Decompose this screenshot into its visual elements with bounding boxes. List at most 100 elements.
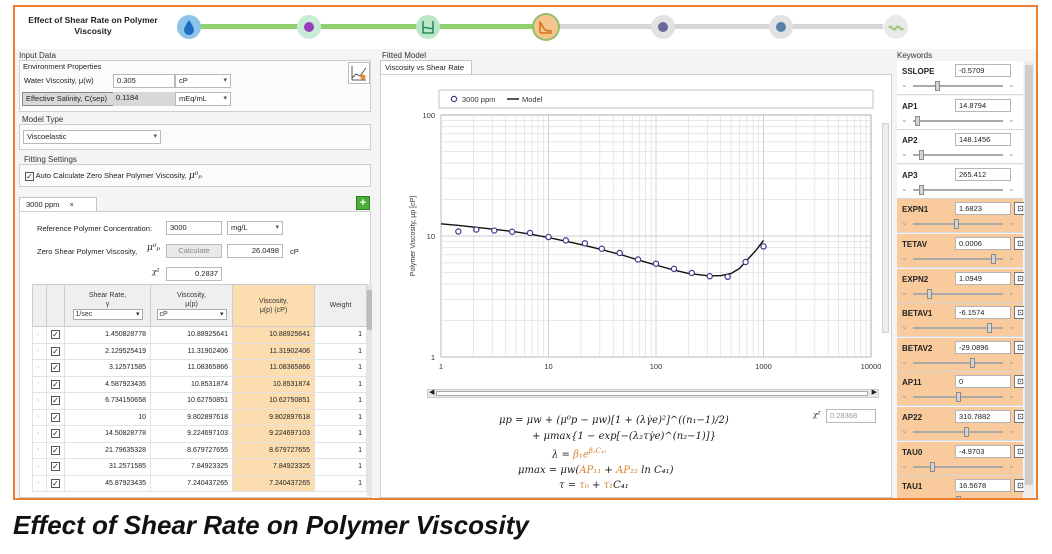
workflow-step-1[interactable] [177,15,201,39]
table-row[interactable]: › ✓ 10 9.802897618 9.802897618 1 [32,408,367,426]
equation-3-beta2[interactable]: β₂C₄₁ [588,447,607,455]
weight-cell[interactable]: 1 [314,359,367,377]
workflow-step-3[interactable] [416,15,440,39]
keyword-slider-thumb[interactable] [914,115,920,126]
row-selector[interactable]: › [32,326,47,344]
chart-hscrollbar-thumb[interactable] [436,391,868,396]
keyword-value-field[interactable]: -0.5709 [955,64,1011,77]
data-point[interactable] [581,240,589,247]
auto-calc-checkbox[interactable]: ✓ [25,171,34,181]
keyword-value-field[interactable]: 1.6823 [955,202,1011,216]
keyword-value-field[interactable]: 0.0006 [955,237,1011,250]
scroll-left-icon[interactable]: ◀ [429,389,435,396]
table-scrollbar-thumb[interactable] [367,290,372,330]
increase-chevron-icon[interactable]: ⌄ [1008,287,1015,297]
increase-chevron-icon[interactable]: ⌄ [1008,80,1015,89]
keyword-slider-track[interactable] [913,465,1003,468]
row-include-checkbox[interactable]: ✓ [51,330,60,340]
decrease-chevron-icon[interactable]: ⌄ [901,495,908,500]
ref-conc-field[interactable]: 3000 [166,221,222,235]
data-point[interactable] [634,256,642,263]
decrease-chevron-icon[interactable]: ⌄ [901,391,908,401]
data-point[interactable] [473,226,480,233]
row-include-checkbox[interactable]: ✓ [51,379,60,389]
weight-cell[interactable]: 1 [314,458,367,476]
increase-chevron-icon[interactable]: ⌄ [1008,356,1015,366]
keyword-slider-thumb[interactable] [991,254,997,264]
viscosity-cell[interactable]: 8.679727655 [150,441,233,459]
data-point[interactable] [706,273,713,280]
equation-5-tau1[interactable]: τ₁ [603,480,614,492]
data-point[interactable] [598,245,605,252]
model-type-select[interactable]: Viscoelastic [23,130,161,144]
water-viscosity-unit-select[interactable]: cP [175,74,231,88]
keyword-value-field[interactable]: 148.1456 [955,133,1011,147]
decrease-chevron-icon[interactable]: ⌄ [901,183,908,193]
data-point[interactable] [760,243,767,250]
row-include-checkbox-cell[interactable]: ✓ [46,375,65,393]
keyword-value-field[interactable]: -6.1574 [955,306,1011,320]
keyword-slider-thumb[interactable] [955,392,961,403]
increase-chevron-icon[interactable]: ⌄ [1008,183,1015,193]
decrease-chevron-icon[interactable]: ⌄ [901,114,908,124]
data-point[interactable] [724,273,731,281]
table-row[interactable]: › ✓ 3.12571585 11.08365866 11.08365866 1 [32,359,367,377]
data-point[interactable] [688,269,695,277]
data-point[interactable] [526,229,534,237]
increase-chevron-icon[interactable]: ⌄ [1008,149,1015,159]
keyword-slider-track[interactable] [913,188,1003,191]
shear-rate-cell[interactable]: 21.79635328 [64,441,151,459]
viscosity-cell[interactable]: 10.62750851 [150,392,233,410]
zero-shear-field[interactable]: 26.0498 [227,244,283,258]
decrease-chevron-icon[interactable]: ⌄ [901,322,908,332]
scroll-right-icon[interactable]: ▶ [871,389,877,396]
lock-icon[interactable]: ⊡ [1014,375,1027,389]
increase-chevron-icon[interactable]: ⌄ [1008,426,1015,435]
data-point[interactable] [652,260,660,267]
keyword-value-field[interactable]: 1.0949 [955,271,1011,285]
viscosity-cell[interactable]: 7.84923325 [150,458,233,476]
viscosity-cell[interactable]: 11.08365866 [150,359,233,377]
keyword-slider-thumb[interactable] [986,323,992,334]
equation-4-ap11[interactable]: AP₁₁ [579,464,602,476]
row-include-checkbox[interactable]: ✓ [51,346,60,356]
viscosity-cell[interactable]: 7.240437265 [150,474,233,492]
viscosity-cell[interactable]: 9.802897618 [150,408,233,426]
weight-cell[interactable]: 1 [314,375,367,393]
decrease-chevron-icon[interactable]: ⌄ [901,460,908,470]
workflow-step-2[interactable] [297,15,321,39]
row-selector[interactable]: › [32,425,47,443]
shear-rate-cell[interactable]: 45.87923435 [64,474,151,492]
keyword-slider-track[interactable] [913,431,1003,433]
decrease-chevron-icon[interactable]: ⌄ [901,287,908,297]
keyword-value-field[interactable]: 16.5678 [955,479,1011,493]
row-selector[interactable]: › [32,392,47,410]
weight-cell[interactable]: 1 [314,425,367,443]
data-point[interactable] [562,237,570,244]
keyword-value-field[interactable]: -4.9703 [955,444,1011,458]
keyword-slider-thumb[interactable] [955,496,961,498]
row-selector[interactable]: › [32,359,47,377]
table-row[interactable]: › ✓ 2.129525419 11.31902406 11.31902406 1 [32,342,367,360]
row-include-checkbox-cell[interactable]: ✓ [46,359,65,377]
row-include-checkbox[interactable]: ✓ [51,429,60,439]
row-selector[interactable]: › [32,342,47,360]
keyword-value-field[interactable]: 310.7882 [955,410,1011,423]
keyword-slider-track[interactable] [913,361,1003,364]
table-row[interactable]: › ✓ 31.2571585 7.84923325 7.84923325 1 [32,458,367,476]
workflow-step-6[interactable] [769,15,793,39]
shear-rate-cell[interactable]: 14.50828778 [64,425,151,443]
data-point[interactable] [742,258,749,266]
row-include-checkbox[interactable]: ✓ [51,396,60,406]
keyword-slider-track[interactable] [913,119,1003,122]
shear-unit-select[interactable]: 1/sec [72,309,143,320]
row-selector[interactable]: › [32,441,47,459]
data-point[interactable] [508,228,516,235]
table-row[interactable]: › ✓ 1.450828778 10.88925641 10.88925641 1 [32,326,367,344]
table-scrollbar[interactable] [367,284,372,496]
decrease-chevron-icon[interactable]: ⌄ [901,356,908,366]
weight-cell[interactable]: 1 [314,474,367,492]
increase-chevron-icon[interactable]: ⌄ [1008,253,1015,262]
shear-rate-cell[interactable]: 3.12571585 [64,359,151,377]
increase-chevron-icon[interactable]: ⌄ [1008,218,1015,228]
